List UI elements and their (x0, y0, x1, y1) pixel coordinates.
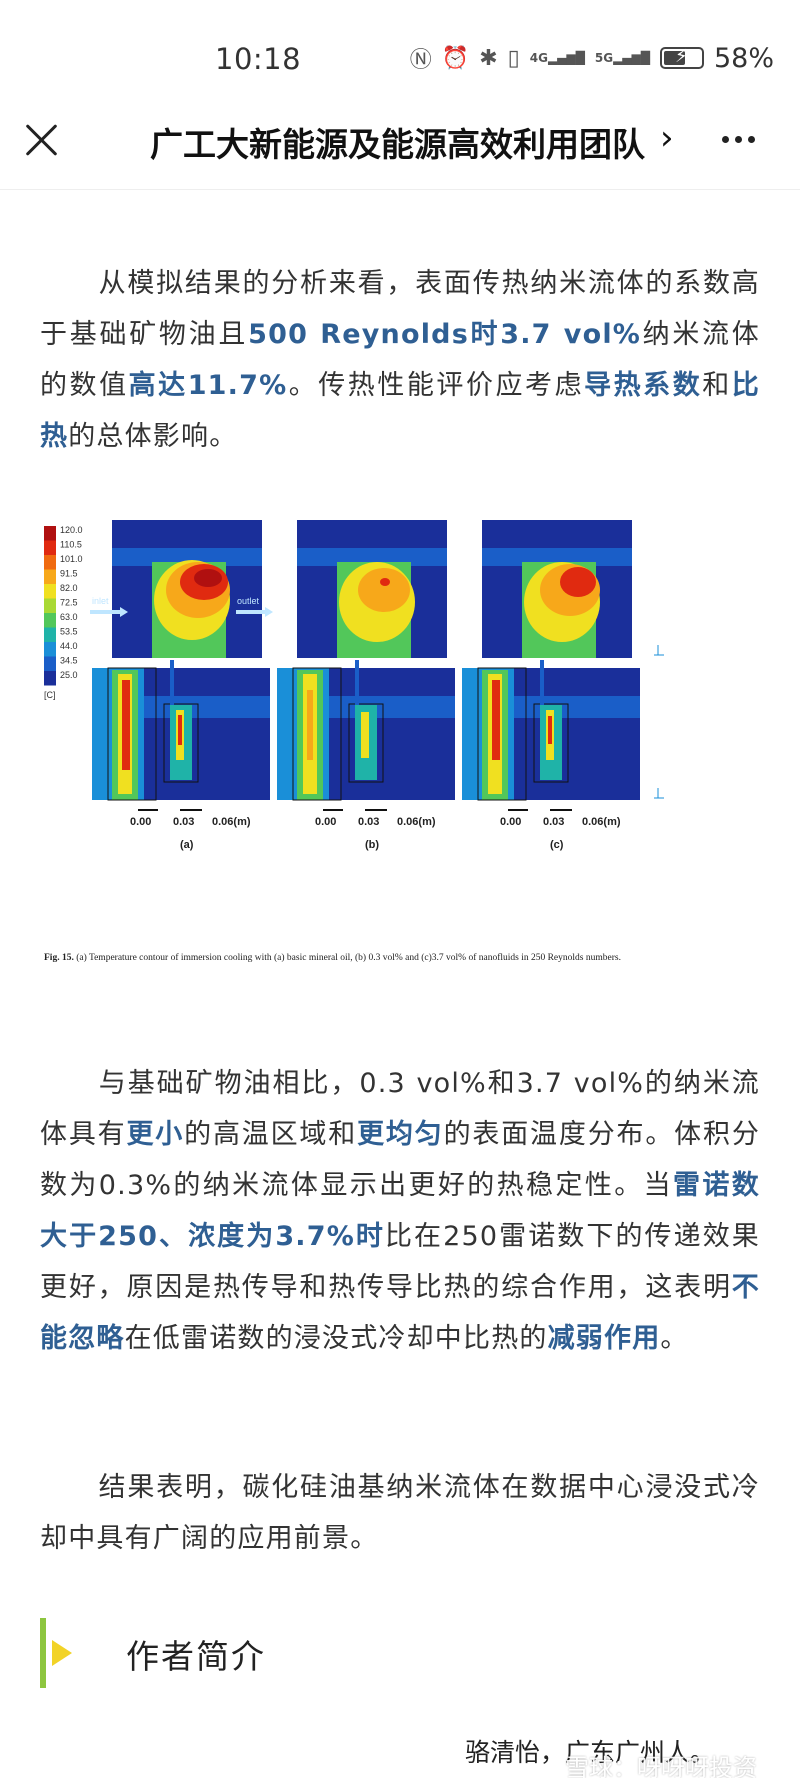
watermark: 雪球：呀呀呀投资 (565, 1754, 757, 1778)
triangle-marker-icon (52, 1640, 72, 1666)
scale-tick-label: 0.00 (500, 816, 521, 828)
caption-text: (a) Temperature contour of immersion coo… (76, 953, 621, 963)
legend-unit: [C] (44, 690, 56, 700)
article-paragraph-3: 结果表明，碳化硅油基纳米流体在数据中心浸没式冷却中具有广阔的应用前景。 (40, 1462, 760, 1564)
scale-tick-label: 0.06(m) (582, 816, 621, 828)
legend-value: 34.5 (60, 656, 78, 666)
status-time: 10:18 (215, 42, 302, 76)
body-text: 的高温区域和 (184, 1119, 358, 1150)
status-bar: 10:18 Ⓝ ⏰ ✱ ▯ 4G▂▄▆█ 5G▂▄▆█ ⚡ 58% (0, 0, 800, 110)
highlight-text: 更均匀 (357, 1119, 444, 1150)
legend-swatch (44, 642, 56, 657)
legend-value: 120.0 (60, 525, 83, 535)
highlight-text: 减弱作用 (547, 1323, 661, 1354)
legend-swatch (44, 569, 56, 584)
legend-value: 25.0 (60, 670, 78, 680)
figure-caption: Fig. 15. (a) Temperature contour of imme… (44, 953, 764, 963)
scale-tick-label: 0.06(m) (212, 816, 251, 828)
legend-value: 82.0 (60, 583, 78, 593)
alarm-icon: ⏰ (441, 45, 470, 71)
legend-value: 53.5 (60, 627, 78, 637)
legend-swatch (44, 526, 56, 541)
outlet-label: outlet (237, 596, 260, 606)
legend-value: 91.5 (60, 569, 78, 579)
close-icon[interactable] (24, 122, 60, 158)
panel-label: (c) (550, 839, 564, 851)
legend-value: 44.0 (60, 641, 78, 651)
vibrate-icon: ▯ (507, 45, 520, 71)
caption-label: Fig. 15. (44, 953, 74, 963)
legend-value: 101.0 (60, 554, 83, 564)
panel-label: (b) (365, 839, 379, 851)
legend-value: 110.5 (60, 540, 82, 550)
highlight-text: 雷诺数大于250、浓度为3.7%时 (40, 1170, 760, 1252)
scale-tick-label: 0.00 (130, 816, 151, 828)
body-text: 和 (702, 370, 732, 401)
legend-swatch (44, 671, 56, 686)
contour-panels: inlet outlet (90, 520, 664, 801)
author-heading: 作者简介 (126, 1637, 266, 1676)
status-icons: Ⓝ ⏰ ✱ ▯ 4G▂▄▆█ 5G▂▄▆█ ⚡ 58% (410, 42, 774, 74)
scale-tick-label: 0.00 (315, 816, 336, 828)
scale-tick-label: 0.03 (358, 816, 379, 828)
body-text: 。传热性能评价应考虑 (287, 370, 585, 401)
article-paragraph-1: 从模拟结果的分析来看，表面传热纳米流体的系数高于基础矿物油且500 Reynol… (40, 258, 760, 462)
scale-tick-label: 0.03 (543, 816, 564, 828)
body-text: 从模拟结果的分析来看，表面传热纳米流体的系数高于基础矿物油且 (40, 268, 760, 350)
legend-value: 72.5 (60, 598, 78, 608)
body-text: 结果表明，碳化硅油基纳米流体在数据中心浸没式冷却中具有广阔的应用前景。 (40, 1472, 760, 1554)
more-icon[interactable] (722, 136, 755, 143)
battery-charging-icon: ⚡ (659, 46, 704, 69)
highlight-text: 导热系数 (584, 370, 703, 401)
temperature-contour-figure: 120.0 110.5 101.0 91.5 82.0 72.5 63.0 53.5 44.0 3… (44, 520, 664, 851)
legend-value: 63.0 (60, 612, 78, 622)
scale-bars: 0.00 0.03 0.06(m) (a) 0.00 0.03 0.06(m) (b) 0.00… (130, 809, 621, 851)
nav-bar: 广工大新能源及能源高效利用团队 › (0, 100, 800, 190)
legend-swatch (44, 555, 56, 570)
legend-swatch (44, 656, 56, 671)
highlight-text: 不能忽略 (40, 1272, 760, 1354)
author-intro: 骆清怡，广东广州人。 (465, 1738, 716, 1767)
body-text: 的表面温度分布。体积分数为0.3%的纳米流体显示出更好的热稳定性。当 (40, 1119, 761, 1201)
body-text: 在低雷诺数的浸没式冷却中比热的 (124, 1323, 548, 1354)
body-text: 与基础矿物油相比，0.3 vol%和3.7 vol%的纳米流体具有 (40, 1068, 760, 1150)
article-paragraph-2: 与基础矿物油相比，0.3 vol%和3.7 vol%的纳米流体具有更小的高温区域… (40, 1058, 760, 1364)
battery-percent: 58% (713, 42, 774, 74)
body-text: 。 (660, 1323, 689, 1354)
scale-tick-label: 0.06(m) (397, 816, 436, 828)
bluetooth-icon: ✱ (479, 45, 498, 71)
signal-4g-icon: 4G▂▄▆█ (529, 51, 585, 65)
chevron-right-icon[interactable]: › (660, 118, 674, 158)
legend-swatch (44, 540, 56, 555)
section-accent-bar (40, 1618, 46, 1688)
color-legend: 120.0 110.5 101.0 91.5 82.0 72.5 63.0 53.5 44.0 3… (44, 525, 83, 700)
legend-swatch (44, 627, 56, 642)
highlight-text: 更小 (126, 1119, 185, 1150)
body-text: 纳米流体的数值 (40, 319, 760, 401)
legend-swatch (44, 584, 56, 599)
body-text: 的总体影响。 (68, 421, 238, 452)
highlight-text: 500 Reynolds时3.7 vol% (248, 319, 642, 350)
panel-label: (a) (180, 839, 194, 851)
inlet-label: inlet (92, 596, 109, 606)
signal-5g-icon: 5G▂▄▆█ (594, 51, 650, 65)
legend-swatch (44, 613, 56, 628)
highlight-text: 比热 (40, 370, 760, 452)
account-title[interactable]: 广工大新能源及能源高效利用团队 (150, 125, 645, 164)
highlight-text: 高达11.7% (128, 370, 288, 401)
body-text: 比在250雷诺数下的传递效果更好，原因是热传导和热传导比热的综合作用，这表明 (40, 1221, 760, 1303)
scale-tick-label: 0.03 (173, 816, 194, 828)
nfc-icon: Ⓝ (409, 48, 432, 73)
legend-swatch (44, 598, 56, 613)
